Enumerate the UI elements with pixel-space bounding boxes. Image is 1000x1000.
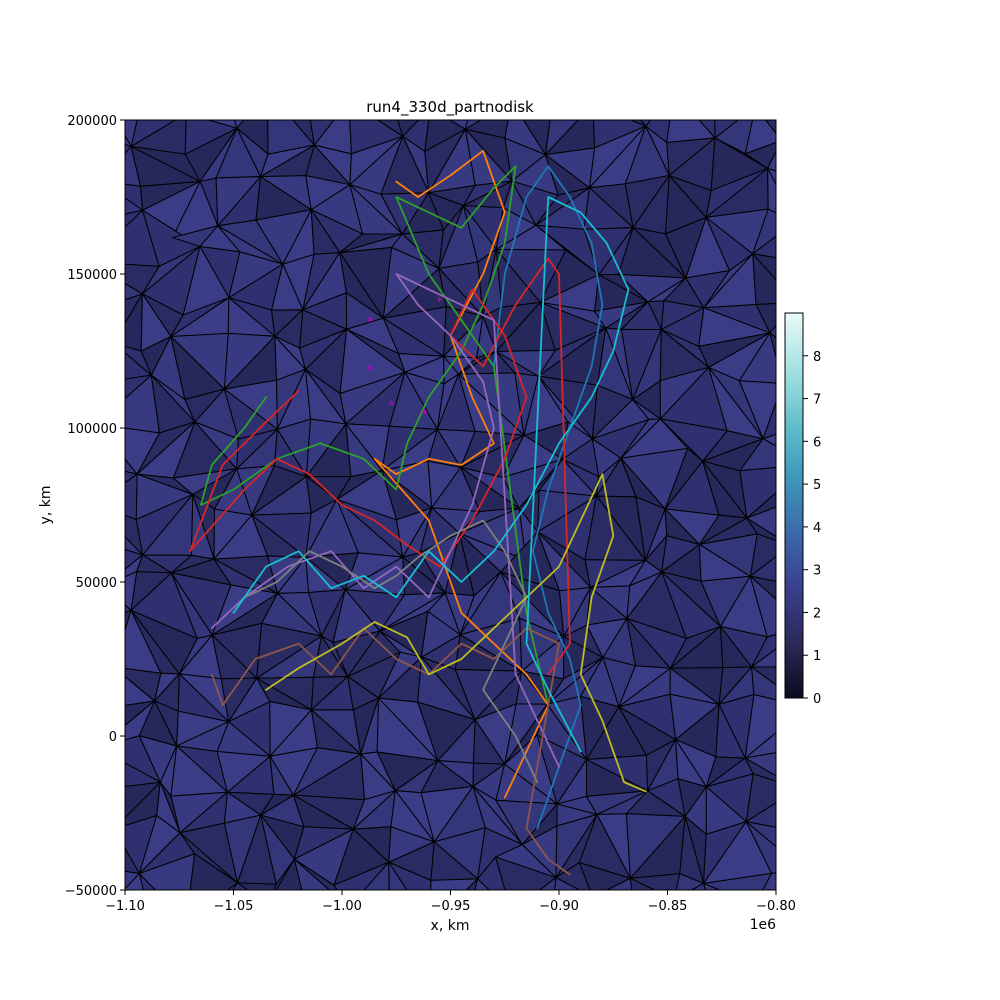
- mesh-triangle: [629, 877, 656, 890]
- mesh-triangle: [227, 882, 238, 890]
- colorbar-tick-label: 6: [813, 435, 821, 450]
- chart-title: run4_330d_partnodisk: [366, 98, 534, 117]
- y-tick-label: 50000: [76, 576, 117, 591]
- trajectory-line-3: [200, 165, 550, 707]
- x-tick-label: −0.95: [431, 899, 471, 914]
- mesh-triangle: [125, 352, 153, 380]
- x-tick-label: −0.85: [648, 899, 688, 914]
- mesh-triangle: [125, 197, 144, 215]
- mesh-triangle: [125, 134, 133, 148]
- mesh-triangle: [232, 882, 249, 890]
- mesh-triangle: [125, 458, 139, 475]
- mesh-triangle: [769, 325, 776, 338]
- x-tick-label: −1.10: [105, 899, 145, 914]
- start-marker: *: [389, 398, 395, 412]
- trajectory-line-7: [243, 519, 539, 784]
- trajectory-line-2: [373, 149, 550, 799]
- mesh-triangle: [538, 876, 557, 890]
- start-marker: *: [367, 315, 373, 329]
- mesh-triangle: [125, 120, 138, 148]
- triangle-mesh: [125, 120, 776, 890]
- x-axis-offset-label: 1e6: [750, 917, 777, 933]
- mesh-triangle: [465, 877, 479, 890]
- mesh-triangle: [388, 860, 408, 890]
- colorbar-tick-label: 3: [813, 564, 821, 579]
- colorbar-tick-label: 7: [813, 393, 821, 408]
- y-tick-label: 100000: [67, 422, 117, 437]
- colorbar-tick-label: 2: [813, 606, 821, 621]
- colorbar-tick-label: 5: [813, 478, 821, 493]
- x-axis-label: x, km: [431, 918, 470, 934]
- mesh-triangle: [138, 871, 156, 890]
- mesh-triangle: [761, 433, 776, 447]
- mesh-triangle: [125, 473, 138, 521]
- mesh-triangle: [751, 235, 776, 259]
- mesh-triangle: [387, 861, 432, 890]
- mesh-triangle: [767, 168, 776, 214]
- colorbar-ticks: 0 1 2 3 4 5 6 7 8: [803, 350, 821, 707]
- mesh-triangle: [675, 873, 705, 890]
- mesh-triangle: [762, 400, 776, 440]
- mesh-triangle: [666, 120, 717, 144]
- mesh-triangle: [744, 693, 776, 760]
- trajectory-line-6: [210, 627, 571, 876]
- mesh-triangle: [751, 634, 776, 668]
- y-tick-label: 0: [109, 730, 117, 745]
- mesh-triangle: [750, 665, 776, 701]
- start-marker: *: [437, 295, 443, 309]
- mesh-triangle: [739, 466, 776, 520]
- mesh-triangle: [752, 252, 776, 306]
- x-tick-label: −0.80: [756, 899, 796, 914]
- y-tick-label: −50000: [65, 884, 117, 899]
- y-tick-label: 200000: [67, 114, 117, 129]
- mesh-triangle: [430, 878, 479, 890]
- start-marker: *: [421, 407, 427, 421]
- trajectory-line-5: [210, 273, 560, 768]
- mesh-triangle: [125, 470, 139, 484]
- trajectory-line-1: [493, 165, 604, 830]
- colorbar-tick-label: 0: [813, 692, 821, 707]
- y-axis: −50000 0 50000 100000 150000 200000: [65, 114, 125, 899]
- mesh-triangle: [766, 150, 776, 172]
- x-tick-label: −1.05: [214, 899, 254, 914]
- plot-area: * * * * *: [125, 120, 776, 890]
- colorbar-tick-label: 8: [813, 350, 821, 365]
- colorbar-tick-label: 4: [813, 521, 821, 536]
- x-tick-label: −0.90: [539, 899, 579, 914]
- y-axis-label: y, km: [38, 486, 54, 525]
- y-tick-label: 150000: [67, 268, 117, 283]
- trajectory-series: [189, 149, 647, 876]
- mesh-triangle: [293, 857, 330, 890]
- mesh-triangle: [762, 872, 776, 890]
- mesh-triangle: [189, 852, 239, 890]
- mesh-triangle: [376, 120, 404, 138]
- mesh-triangle: [690, 882, 707, 890]
- mesh-triangle: [749, 574, 776, 638]
- mesh-triangle: [702, 882, 721, 890]
- mesh-triangle: [474, 877, 490, 890]
- start-marker: *: [367, 362, 373, 376]
- colorbar-tick-label: 1: [813, 649, 821, 664]
- colorbar: 0 1 2 3 4 5 6 7 8: [784, 312, 821, 707]
- mesh-triangle: [554, 876, 581, 890]
- start-markers: * * * * *: [367, 295, 442, 421]
- mesh-triangle: [125, 549, 144, 570]
- x-axis: −1.10 −1.05 −1.00 −0.95 −0.90 −0.85 −0.80: [105, 890, 796, 914]
- mesh-triangle: [755, 303, 776, 334]
- trajectory-line-9: [232, 196, 630, 753]
- trajectory-line-4: [189, 257, 571, 676]
- trajectory-line-8: [265, 473, 647, 793]
- mesh-triangle: [494, 856, 557, 890]
- mesh-triangle: [745, 821, 776, 874]
- mesh-triangle: [640, 120, 652, 128]
- colorbar-gradient: [784, 312, 804, 699]
- mesh-triangle: [235, 882, 278, 890]
- x-tick-label: −1.00: [322, 899, 362, 914]
